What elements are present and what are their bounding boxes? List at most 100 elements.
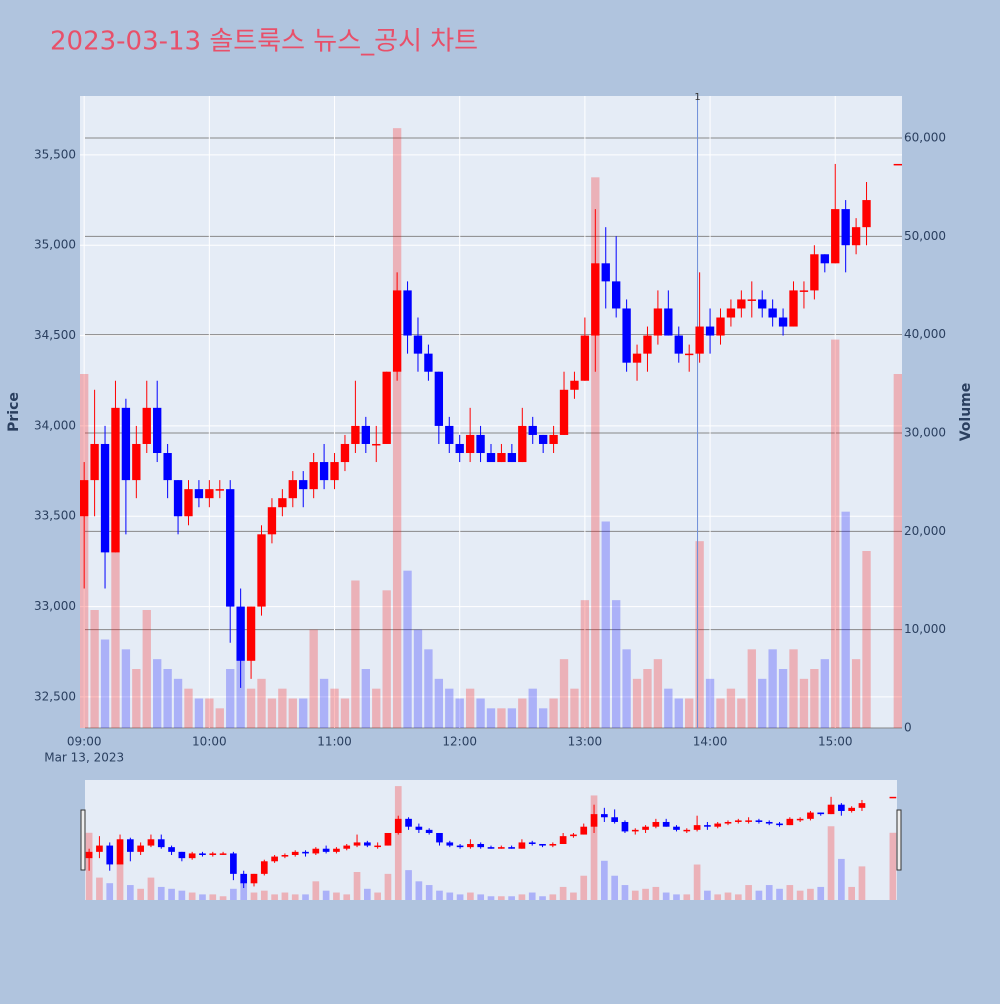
slider-volume-bar [570, 892, 577, 900]
volume-bar [372, 688, 381, 728]
volume-bar [121, 649, 131, 728]
candle-body [758, 299, 767, 309]
candle-body [724, 821, 732, 824]
candle-body [632, 353, 642, 363]
candle-body [184, 489, 193, 517]
slider-volume-bar [580, 875, 588, 900]
candle-body [704, 825, 711, 827]
slider-volume-bar [621, 885, 629, 900]
candle-body [302, 851, 309, 854]
candle-body [631, 829, 639, 832]
volume-bar [330, 688, 339, 728]
candle-body [96, 845, 103, 852]
y2-tick-label: 50,000 [904, 229, 946, 243]
candle-body [518, 425, 527, 463]
candle-body [257, 534, 266, 607]
slider-volume-bar [487, 896, 495, 900]
volume-bar [570, 688, 579, 728]
y2-tick-label: 30,000 [904, 425, 946, 439]
volume-bar [194, 698, 204, 728]
candle-body [539, 843, 546, 846]
slider-volume-bar [827, 826, 835, 900]
slider-volume-bar [704, 890, 711, 900]
slider-volume-bar [271, 894, 278, 900]
y2-axis-title: Volume [958, 383, 974, 442]
x-date-label: Mar 13, 2023 [44, 751, 124, 765]
candle-body [476, 434, 485, 454]
candle-body [796, 818, 804, 821]
candle-body [810, 254, 819, 291]
candle-body [786, 818, 794, 826]
x-tick-label: 10:00 [192, 735, 227, 749]
slider-volume-bar [199, 894, 206, 900]
slider-volume-bar [693, 864, 701, 900]
candle-body [260, 861, 268, 874]
candle-body [436, 832, 443, 843]
y-axis-title: Price [6, 392, 22, 432]
slider-volume-bar [188, 892, 196, 900]
slider-volume-bar [405, 870, 412, 900]
volume-bar [768, 649, 777, 728]
candle-body [778, 317, 788, 327]
slider-volume-bar [497, 896, 505, 900]
slider-volume-bar [477, 894, 485, 900]
candle-body [246, 606, 256, 661]
x-tick-label: 11:00 [317, 735, 352, 749]
candle-body [755, 820, 763, 822]
candle-body [827, 804, 835, 815]
range-slider[interactable] [85, 780, 897, 900]
slider-volume-bar [240, 883, 248, 900]
candle-body [612, 281, 621, 309]
slider-volume-bar [157, 886, 165, 900]
candle-body [333, 848, 340, 852]
volume-bar [820, 659, 829, 728]
candle-body [178, 851, 186, 859]
volume-bar [705, 678, 715, 728]
candle-body [413, 335, 423, 354]
candle-body [838, 804, 845, 811]
candle-body [820, 254, 829, 264]
volume-bar [747, 649, 756, 728]
candle-body [382, 371, 391, 444]
slider-volume-bar [662, 892, 670, 900]
candle-body [424, 353, 433, 372]
candle-body [642, 826, 649, 830]
candle-body [747, 299, 756, 301]
volume-bar [132, 668, 141, 728]
volume-bar [90, 609, 99, 728]
candle-body [215, 489, 224, 491]
volume-bar [153, 659, 162, 728]
slider-volume-bar [312, 881, 320, 900]
slider-volume-bar [260, 890, 268, 900]
candle-body [147, 839, 155, 846]
slider-handle[interactable] [80, 809, 86, 871]
volume-bar [111, 531, 120, 728]
candle-body [528, 425, 537, 435]
slider-handle[interactable] [896, 809, 902, 871]
chart-title: 2023-03-13 솔트룩스 뉴스_공시 차트 [50, 27, 478, 57]
candle-body [374, 845, 381, 848]
candle-body [137, 845, 144, 852]
volume-bar [413, 629, 423, 728]
candle-body [340, 443, 350, 463]
candle-body [487, 847, 495, 849]
volume-bar [486, 708, 496, 728]
volume-bar [351, 580, 360, 728]
volume-bar [612, 600, 621, 728]
candle-body [372, 443, 381, 446]
candle-body [403, 290, 412, 336]
candle-body [230, 853, 237, 874]
volume-bar [278, 688, 287, 728]
candle-body [384, 832, 392, 846]
slider-volume-bar [425, 885, 433, 900]
volume-bar [643, 668, 652, 728]
slider-volume-bar [302, 894, 309, 900]
slider-volume-bar [343, 894, 351, 900]
candle-body [716, 317, 725, 336]
volume-bar [361, 668, 370, 728]
volume-bar [497, 708, 506, 728]
slider-volume-bar [394, 786, 402, 900]
x-tick-label: 15:00 [818, 735, 853, 749]
x-tick-label: 09:00 [67, 735, 102, 749]
slider-volume-bar [333, 892, 340, 900]
